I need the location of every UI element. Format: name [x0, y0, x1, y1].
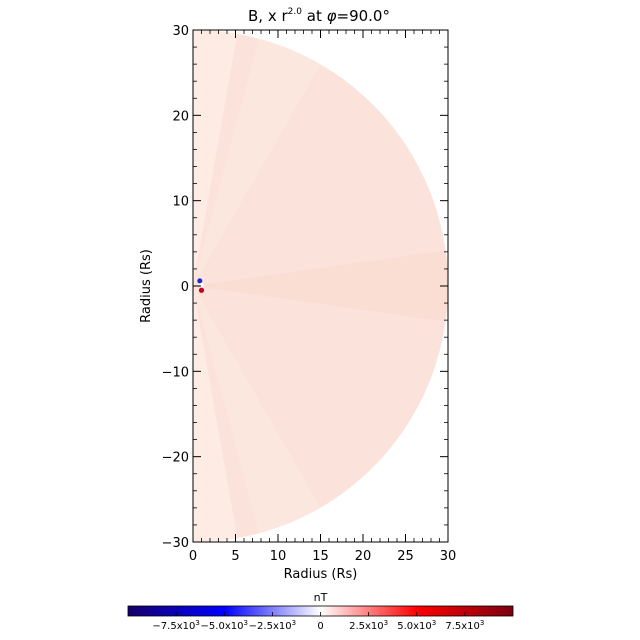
colorbar-tick-label: 2.5x103 — [349, 619, 388, 632]
chart-title: B, x r2.0 at φ=90.0° — [248, 7, 390, 25]
x-tick-label: 25 — [397, 549, 414, 564]
colorbar-tick-label: 5.0x103 — [397, 619, 436, 632]
field-streak — [193, 286, 321, 534]
x-tick-label: 0 — [189, 549, 197, 564]
colorbar-tick-label: −5.0x103 — [201, 619, 248, 632]
field-core-glow — [193, 252, 238, 320]
y-tick-label: −20 — [162, 451, 189, 466]
colorbar-tick-label: 7.5x103 — [445, 619, 484, 632]
field-streak — [193, 38, 321, 286]
y-axis-label: Radius (Rs) — [139, 249, 154, 323]
y-tick-label: −30 — [162, 536, 189, 551]
y-tick-label: 10 — [172, 195, 189, 210]
x-tick-label: 15 — [312, 549, 329, 564]
x-tick-label: 10 — [270, 549, 287, 564]
field-core-negative — [197, 278, 203, 284]
field-streak — [193, 250, 448, 322]
field-streak — [193, 30, 238, 286]
x-axis-label: Radius (Rs) — [284, 567, 358, 582]
x-tick-label: 5 — [231, 549, 239, 564]
field-heatmap — [193, 30, 448, 542]
field-streak — [193, 286, 238, 542]
y-tick-label: 20 — [172, 109, 189, 124]
colorbar-tick-label: −2.5x103 — [249, 619, 296, 632]
y-tick-label: 0 — [181, 280, 189, 295]
colorbar-tick-label: 0 — [317, 621, 323, 632]
x-tick-label: 20 — [355, 549, 372, 564]
y-tick-label: −10 — [162, 365, 189, 380]
x-tick-label: 30 — [440, 549, 457, 564]
y-axis: −30 −20 −10 0 10 20 30 — [162, 24, 448, 551]
colorbar-ticks: −7.5x103 −5.0x103 −2.5x103 0 2.5x103 5.0x103 7… — [152, 612, 484, 632]
colorbar-tick-label: −7.5x103 — [152, 619, 199, 632]
y-tick-label: 30 — [172, 24, 189, 39]
field-core-neutral — [199, 282, 204, 288]
field-core-positive — [198, 287, 205, 293]
x-axis: 0 5 10 15 20 25 30 — [189, 30, 456, 564]
colorbar-label: nT — [314, 591, 328, 604]
